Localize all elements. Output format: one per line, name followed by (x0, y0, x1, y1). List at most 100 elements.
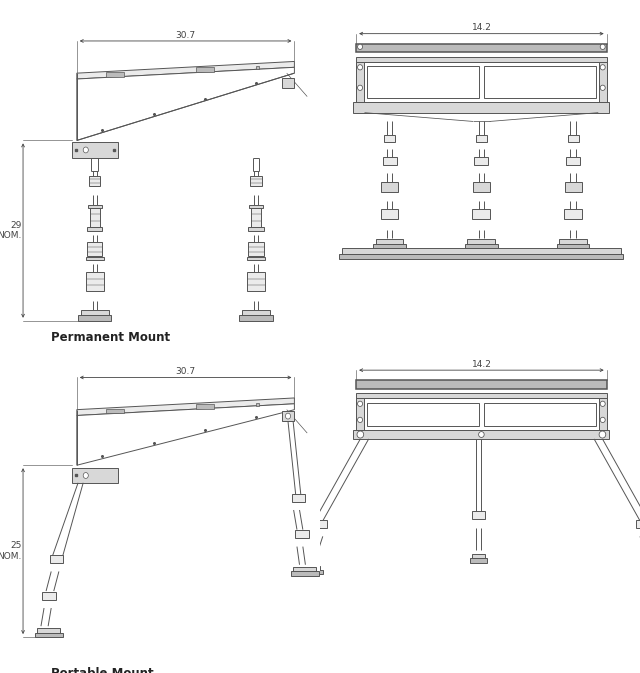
Bar (339, 254, 623, 259)
Bar (356, 57, 607, 62)
Polygon shape (77, 67, 294, 141)
Text: 14.2: 14.2 (472, 359, 492, 369)
Bar (247, 256, 265, 260)
Bar (472, 209, 490, 219)
Bar (78, 316, 111, 321)
Circle shape (83, 147, 88, 153)
Bar (484, 402, 596, 426)
Bar (293, 567, 316, 571)
Bar (306, 520, 327, 528)
Circle shape (600, 417, 605, 423)
Bar (373, 244, 406, 248)
Bar (37, 628, 60, 633)
Bar (72, 142, 118, 158)
Text: 30.7: 30.7 (175, 30, 196, 40)
Circle shape (600, 65, 605, 70)
Text: 14.2: 14.2 (472, 23, 492, 32)
Bar (251, 208, 261, 227)
Bar (242, 310, 270, 316)
Bar (465, 244, 497, 248)
Bar (282, 78, 294, 88)
Bar (50, 555, 63, 563)
Bar (636, 520, 640, 528)
Bar (106, 72, 124, 77)
Bar (256, 403, 259, 406)
Bar (295, 530, 309, 538)
Polygon shape (77, 398, 294, 415)
Bar (42, 592, 56, 600)
Bar (381, 182, 398, 192)
Bar (472, 511, 484, 520)
Polygon shape (77, 404, 294, 465)
Bar (292, 493, 305, 502)
Text: 25
NOM.: 25 NOM. (0, 541, 22, 561)
Bar (87, 227, 102, 231)
Bar (484, 66, 596, 98)
Circle shape (83, 472, 88, 479)
Bar (557, 244, 589, 248)
Text: Permanent Mount: Permanent Mount (51, 330, 170, 344)
Bar (196, 67, 214, 72)
Bar (247, 272, 265, 291)
Bar (291, 571, 319, 575)
Bar (472, 554, 484, 559)
Bar (35, 633, 63, 637)
Bar (376, 240, 403, 244)
Bar (342, 248, 621, 254)
Circle shape (599, 431, 606, 438)
Bar (89, 176, 100, 186)
Bar (565, 182, 582, 192)
Circle shape (358, 65, 363, 70)
Bar (470, 559, 487, 563)
Bar (353, 102, 609, 112)
Bar (566, 157, 580, 166)
Bar (249, 205, 263, 209)
Bar (356, 380, 607, 388)
Circle shape (357, 431, 364, 438)
Bar (282, 411, 294, 421)
Bar (256, 67, 259, 69)
Circle shape (358, 85, 363, 90)
Bar (356, 398, 607, 430)
Bar (467, 240, 495, 244)
Bar (473, 182, 490, 192)
Bar (356, 62, 607, 102)
Bar (599, 398, 607, 430)
Bar (353, 430, 609, 439)
Bar (476, 135, 487, 142)
Bar (367, 66, 479, 98)
Polygon shape (77, 61, 294, 79)
Bar (568, 135, 579, 142)
Text: 29
NOM.: 29 NOM. (0, 221, 22, 240)
Bar (383, 157, 397, 166)
Bar (356, 393, 607, 398)
Bar (599, 62, 607, 102)
Bar (81, 310, 109, 316)
Text: Portable Mount: Portable Mount (51, 667, 154, 673)
Bar (292, 570, 323, 574)
Bar (381, 209, 399, 219)
Bar (106, 409, 124, 413)
Bar (86, 272, 104, 291)
Bar (356, 44, 607, 52)
Bar (239, 316, 273, 321)
Bar (250, 176, 262, 186)
Circle shape (600, 85, 605, 90)
Circle shape (285, 413, 291, 419)
Bar (356, 398, 364, 430)
Bar (384, 135, 395, 142)
Bar (559, 240, 587, 244)
Circle shape (358, 417, 363, 423)
Bar (295, 565, 320, 570)
Bar (88, 205, 102, 209)
Bar (90, 208, 100, 227)
Circle shape (358, 401, 363, 406)
Text: 30.7: 30.7 (175, 367, 196, 376)
Bar (72, 468, 118, 483)
Bar (356, 62, 364, 102)
Bar (248, 242, 264, 256)
Bar (87, 242, 102, 256)
Bar (86, 256, 104, 260)
Circle shape (600, 44, 605, 49)
Bar (367, 402, 479, 426)
